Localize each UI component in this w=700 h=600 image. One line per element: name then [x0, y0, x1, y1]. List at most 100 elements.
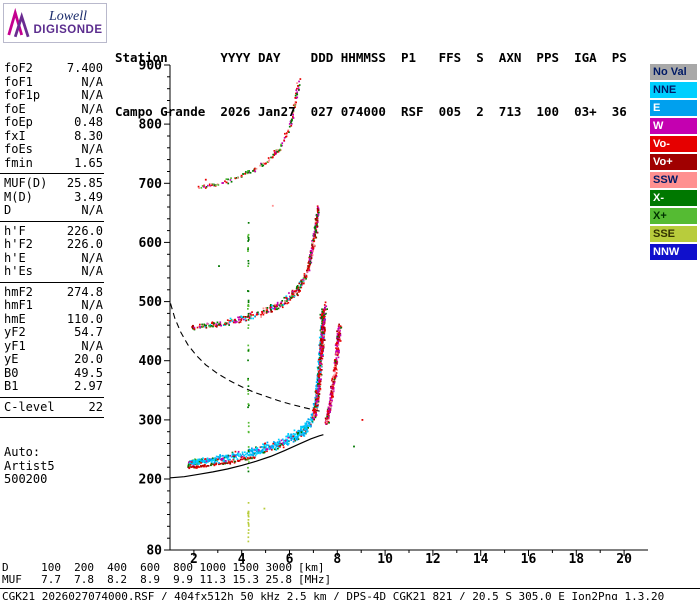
legend-item-nne: NNE — [650, 82, 697, 98]
param-group-separator — [0, 417, 104, 418]
param-value: 20.0 — [74, 352, 103, 366]
dmuf-value: 8.2 — [107, 573, 127, 586]
param-row-hf: h'F 226.0 — [0, 223, 106, 239]
y-tick-label: 700 — [139, 177, 163, 192]
y-tick-label: 600 — [139, 236, 163, 251]
param-value: N/A — [81, 88, 103, 102]
param-row-fof1: foF1 N/A — [0, 75, 106, 90]
param-row-artist5: Artist5 — [0, 459, 106, 474]
transmission-curve — [169, 303, 322, 413]
dmuf-value: 600 — [140, 561, 160, 574]
dmuf-row-muf: MUF 7.7 7.8 8.2 8.9 9.9 11.3 15.3 25.8 [MHz] — [2, 574, 331, 586]
param-row-fof1p: foF1p N/A — [0, 88, 106, 103]
param-name: MUF(D) — [4, 176, 48, 190]
param-row-b1: B1 2.97 — [0, 379, 106, 394]
param-name: h'F2 — [4, 237, 33, 251]
legend-item-vo-: Vo- — [650, 136, 697, 152]
param-row-foe: foE N/A — [0, 101, 106, 117]
y-tick-label: 200 — [139, 473, 163, 488]
file-status-line: CGK21_2026027074000.RSF / 404fx512h 50 k… — [2, 590, 665, 600]
scaled-parameters-panel: foF2 7.400 foF1 N/A foF1p N/A foE N/A foEp 0.48 fx… — [0, 61, 106, 487]
param-row-hme: hmE 110.0 — [0, 312, 106, 327]
param-name: yE — [4, 352, 19, 366]
param-value: N/A — [81, 264, 103, 278]
y-tick-label: 400 — [139, 354, 163, 369]
y-tick-label: 300 — [139, 413, 163, 428]
param-value: N/A — [81, 250, 103, 265]
param-name: h'F — [4, 223, 26, 238]
dmuf-unit: [km] — [298, 561, 325, 574]
legend-item-noval: No Val — [650, 64, 697, 80]
distance-muf-table: D 100 200 400 600 800 1000 1500 3000 [km] MUF 7.7 7.… — [2, 562, 331, 586]
x-tick-label: 12 — [425, 552, 441, 567]
param-row-mufd: MUF(D) 25.85 — [0, 176, 106, 191]
param-row-hes: h'Es N/A — [0, 264, 106, 279]
param-value: N/A — [81, 203, 103, 217]
y-tick-label: 80 — [146, 544, 162, 559]
y-tick-label: 500 — [139, 295, 163, 310]
param-name: hmF1 — [4, 298, 33, 312]
logo-lowell-text: Lowell — [48, 9, 88, 24]
param-row-yf1: yF1 N/A — [0, 338, 106, 354]
param-row-fof2: foF2 7.400 — [0, 61, 106, 76]
dmuf-row-label: D — [2, 561, 9, 574]
param-row-foes: foEs N/A — [0, 142, 106, 157]
param-value: N/A — [81, 298, 103, 312]
param-name: foEs — [4, 142, 33, 156]
param-value: N/A — [81, 338, 103, 353]
param-value: 49.5 — [74, 365, 103, 380]
legend-item-x-: X- — [650, 190, 697, 206]
param-name: foEp — [4, 115, 33, 129]
param-row-he: h'E N/A — [0, 250, 106, 266]
dmuf-value: 15.3 — [232, 573, 260, 586]
doppler-direction-legend: No Val NNE E W Vo- Vo+ SSW X- X+ SSE NNW — [650, 64, 697, 262]
param-name: 500200 — [4, 472, 48, 486]
param-row-foep: foEp 0.48 — [0, 115, 106, 130]
legend-item-ssw: SSW — [650, 172, 697, 188]
param-name: B0 — [4, 365, 19, 380]
param-name: h'E — [4, 250, 26, 265]
header-column-titles: Station YYYY DAY DDD HHMMSS P1 FFS S AXN… — [115, 50, 627, 65]
x-tick-label: 14 — [473, 552, 489, 567]
param-row-fmin: fmin 1.65 — [0, 155, 106, 171]
dmuf-value: 1000 — [199, 561, 227, 574]
param-value: 54.7 — [74, 325, 103, 339]
param-name: yF2 — [4, 325, 26, 339]
param-name: foE — [4, 101, 26, 116]
dmuf-value: 200 — [74, 561, 94, 574]
param-value: 1.65 — [74, 155, 103, 170]
param-row-hf2: h'F2 226.0 — [0, 237, 106, 252]
param-value: 22 — [88, 399, 103, 414]
footer-separator-line — [0, 588, 700, 589]
param-name: foF2 — [4, 61, 33, 75]
param-value: 226.0 — [66, 223, 103, 238]
param-name: yF1 — [4, 338, 26, 353]
legend-item-vo+: Vo+ — [650, 154, 697, 170]
param-value: 25.85 — [66, 176, 103, 190]
lowell-digisonde-logo: Lowell DIGISONDE — [3, 3, 107, 43]
param-name: foF1p — [4, 88, 41, 102]
param-name: M(D) — [4, 189, 33, 204]
dmuf-value: 9.9 — [173, 573, 193, 586]
param-row-hmf2: hmF2 274.8 — [0, 285, 106, 300]
param-row-yf2: yF2 54.7 — [0, 325, 106, 340]
param-value: 3.49 — [74, 189, 103, 204]
param-value: 0.48 — [74, 115, 103, 129]
x-tick-label: 10 — [377, 552, 393, 567]
param-name: D — [4, 203, 12, 217]
param-name: B1 — [4, 379, 19, 393]
param-row-clevel: C-level 22 — [0, 399, 106, 415]
param-row-auto: Auto: — [0, 445, 106, 460]
logo-text: Lowell DIGISONDE — [30, 9, 106, 37]
param-name: h'Es — [4, 264, 33, 278]
param-value: N/A — [81, 101, 103, 116]
legend-item-nnw: NNW — [650, 244, 697, 260]
param-name: C-level — [4, 399, 55, 414]
dmuf-row-d: D 100 200 400 600 800 1000 1500 3000 [km] — [2, 562, 331, 574]
dmuf-row-label: MUF — [2, 573, 22, 586]
param-name: Auto: — [4, 445, 41, 459]
legend-item-w: W — [650, 118, 697, 134]
param-value: 2.97 — [74, 379, 103, 393]
dmuf-value: 3000 — [265, 561, 293, 574]
